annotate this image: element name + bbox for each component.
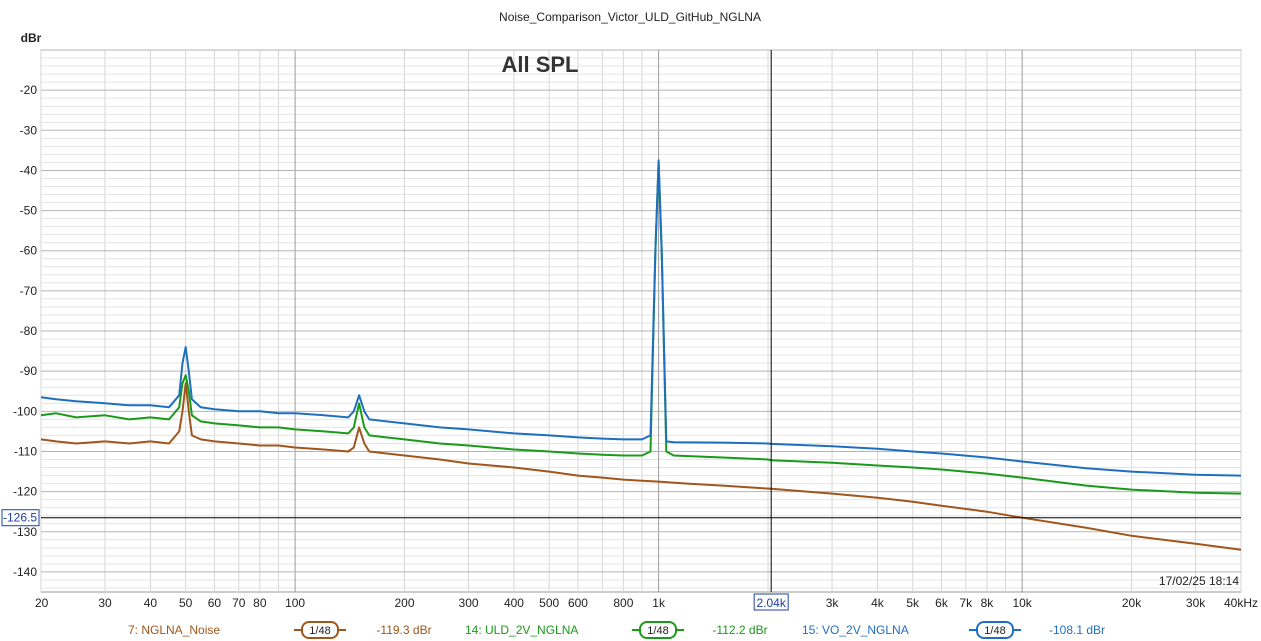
legend-cursor-value: -112.2 dBr: [712, 623, 767, 637]
y-tick-label: -110: [14, 444, 37, 458]
legend-cursor-value: -119.3 dBr: [376, 623, 431, 637]
y-tick-label: -140: [13, 565, 37, 579]
cursor[interactable]: -126.5 2.04k: [1, 50, 1241, 611]
y-tick-label: -30: [20, 123, 38, 137]
x-tick-label: 100: [285, 596, 305, 610]
minor-gridlines: [40, 50, 1242, 592]
legend-line-icon: 1/48: [632, 621, 684, 639]
x-tick-label: 30k: [1186, 596, 1206, 610]
y-tick-label: -100: [13, 404, 37, 418]
x-tick-label: 1k: [652, 596, 666, 610]
legend-series-name: 14: ULD_2V_NGLNA: [465, 623, 578, 637]
x-tick-labels: 20 30 40 50 60 70 80 100 200 300 400 500 600 800 1k 3k 4…: [35, 596, 1258, 610]
series-lines: [40, 159, 1242, 551]
legend-line-icon: 1/48: [294, 621, 346, 639]
x-tick-label: 20: [35, 596, 49, 610]
x-tick-label: 800: [613, 596, 633, 610]
legend-smoothing: 1/48: [984, 625, 1005, 637]
x-tick-label: 6k: [935, 596, 949, 610]
x-tick-label: 50: [179, 596, 193, 610]
cursor-y-readout-box: [1, 509, 40, 527]
x-tick-label: 4k: [871, 596, 885, 610]
cursor-x-readout: 2.04k: [756, 596, 786, 610]
y-tick-label: -50: [20, 204, 38, 218]
x-tick-label: 300: [459, 596, 479, 610]
x-tick-label: 600: [568, 596, 588, 610]
legend-series-name: 7: NGLNA_Noise: [128, 623, 220, 637]
cursor-x-readout-box: [753, 593, 789, 611]
y-tick-label: -40: [20, 163, 38, 177]
y-tick-label: -80: [20, 324, 38, 338]
legend-line-icon: 1/48: [969, 621, 1021, 639]
x-tick-label: 20k: [1122, 596, 1142, 610]
y-axis-label: dBr: [21, 31, 42, 45]
x-tick-label: 70: [232, 596, 246, 610]
legend-smoothing: 1/48: [647, 625, 668, 637]
legend-series-name: 15: VO_2V_NGLNA: [802, 623, 909, 637]
y-tick-label: -20: [20, 83, 38, 97]
y-tick-label: -70: [20, 284, 38, 298]
plot-area[interactable]: [40, 49, 1242, 593]
y-tick-label: -60: [20, 244, 38, 258]
series-line: [40, 159, 1242, 477]
x-tick-label: 8k: [981, 596, 995, 610]
x-tick-label: 500: [539, 596, 559, 610]
x-tick-label: 40kHz: [1224, 596, 1258, 610]
x-tick-label: 80: [253, 596, 267, 610]
x-tick-label: 400: [504, 596, 524, 610]
x-tick-label: 3k: [826, 596, 840, 610]
y-tick-labels: -20 -30 -40 -50 -60 -70 -80 -90 -100 -110 -120 -130…: [13, 83, 37, 579]
chart-annotation: All SPL: [501, 52, 578, 77]
cursor-y-readout: -126.5: [3, 511, 37, 525]
legend: 7: NGLNA_Noise 1/48 -119.3 dBr 14: ULD_2V_N…: [128, 621, 1105, 639]
x-tick-label: 30: [98, 596, 112, 610]
series-line: [40, 161, 1242, 495]
x-tick-label: 10k: [1012, 596, 1032, 610]
y-tick-label: -130: [13, 525, 37, 539]
timestamp: 17/02/25 18:14: [1159, 574, 1239, 588]
x-tick-label: 40: [144, 596, 158, 610]
y-tick-label: -120: [13, 485, 37, 499]
y-tick-label: -90: [20, 364, 38, 378]
x-tick-label: 200: [395, 596, 415, 610]
chart-title: Noise_Comparison_Victor_ULD_GitHub_NGLNA: [499, 10, 761, 24]
x-tick-label: 60: [208, 596, 222, 610]
x-tick-label: 5k: [906, 596, 920, 610]
legend-cursor-value: -108.1 dBr: [1049, 623, 1105, 637]
x-tick-label: 7k: [959, 596, 973, 610]
legend-smoothing: 1/48: [309, 625, 330, 637]
major-gridlines: [41, 49, 1241, 592]
series-line: [40, 382, 1242, 551]
